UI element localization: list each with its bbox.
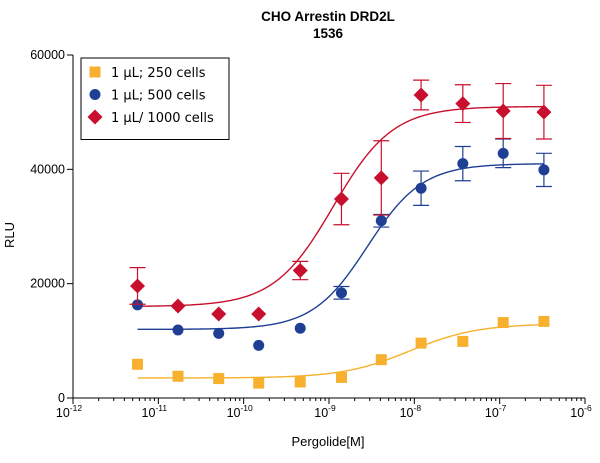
data-point: [457, 335, 469, 347]
data-point: [415, 337, 427, 349]
data-point: [375, 354, 387, 366]
y-axis-label: RLU: [2, 222, 17, 248]
data-point: [253, 377, 265, 389]
data-point: [172, 324, 184, 336]
data-point: [253, 339, 265, 351]
x-tick-label: 10-8: [400, 403, 422, 420]
data-point: [415, 182, 427, 194]
data-point: [455, 96, 471, 112]
fit-curve: [137, 323, 544, 379]
x-tick-label: 10-9: [314, 403, 336, 420]
legend-marker: [87, 109, 103, 125]
y-tick-label: 60000: [30, 48, 65, 62]
data-point: [413, 87, 429, 103]
data-point: [333, 191, 349, 207]
y-tick-label: 0: [58, 391, 65, 405]
chart-subtitle: 1536: [313, 26, 344, 41]
legend-box: [80, 57, 230, 140]
data-point: [538, 315, 550, 327]
legend-label: 1 µL; 250 cells: [111, 66, 206, 81]
legend-marker: [89, 66, 101, 78]
data-point: [373, 170, 389, 186]
data-point: [497, 147, 509, 159]
x-tick-label: 10-11: [142, 403, 168, 420]
legend-marker: [89, 89, 101, 100]
y-tick-label: 20000: [30, 277, 65, 291]
fit-curve: [137, 163, 544, 331]
x-tick-label: 10-10: [227, 403, 253, 420]
data-point: [172, 370, 184, 382]
plot-area: 0 20000 40000 60000 10-12 10-11 10-10 10-9 10-8 1…: [30, 48, 592, 420]
legend-label: 1 µL/ 1000 cells: [111, 111, 214, 126]
x-tick-label: 10-7: [485, 403, 507, 420]
chart-title: CHO Arrestin DRD2L: [261, 9, 395, 24]
data-point: [335, 371, 347, 383]
legend-label: 1 µL; 500 cells: [111, 89, 206, 104]
data-point: [211, 306, 227, 322]
data-point: [213, 373, 225, 385]
data-point: [132, 358, 144, 370]
x-tick-label: 10-6: [570, 403, 592, 420]
data-point: [538, 164, 550, 176]
data-point: [536, 104, 552, 120]
x-axis-label: Pergolide[M]: [292, 434, 365, 449]
legend: 1 µL; 250 cells 1 µL; 500 cells 1 µL/ 1000…: [80, 57, 230, 140]
data-point: [213, 327, 225, 339]
data-point: [294, 376, 306, 388]
data-point: [375, 215, 387, 227]
data-point: [497, 317, 509, 329]
data-point: [457, 158, 469, 170]
data-point: [294, 322, 306, 334]
data-point: [170, 298, 186, 314]
data-point: [130, 278, 146, 294]
data-point: [292, 263, 308, 279]
data-point: [251, 306, 267, 322]
data-point: [495, 103, 511, 119]
data-point: [335, 287, 347, 299]
x-tick-label: 10-12: [56, 403, 82, 420]
y-tick-label: 40000: [30, 162, 65, 176]
